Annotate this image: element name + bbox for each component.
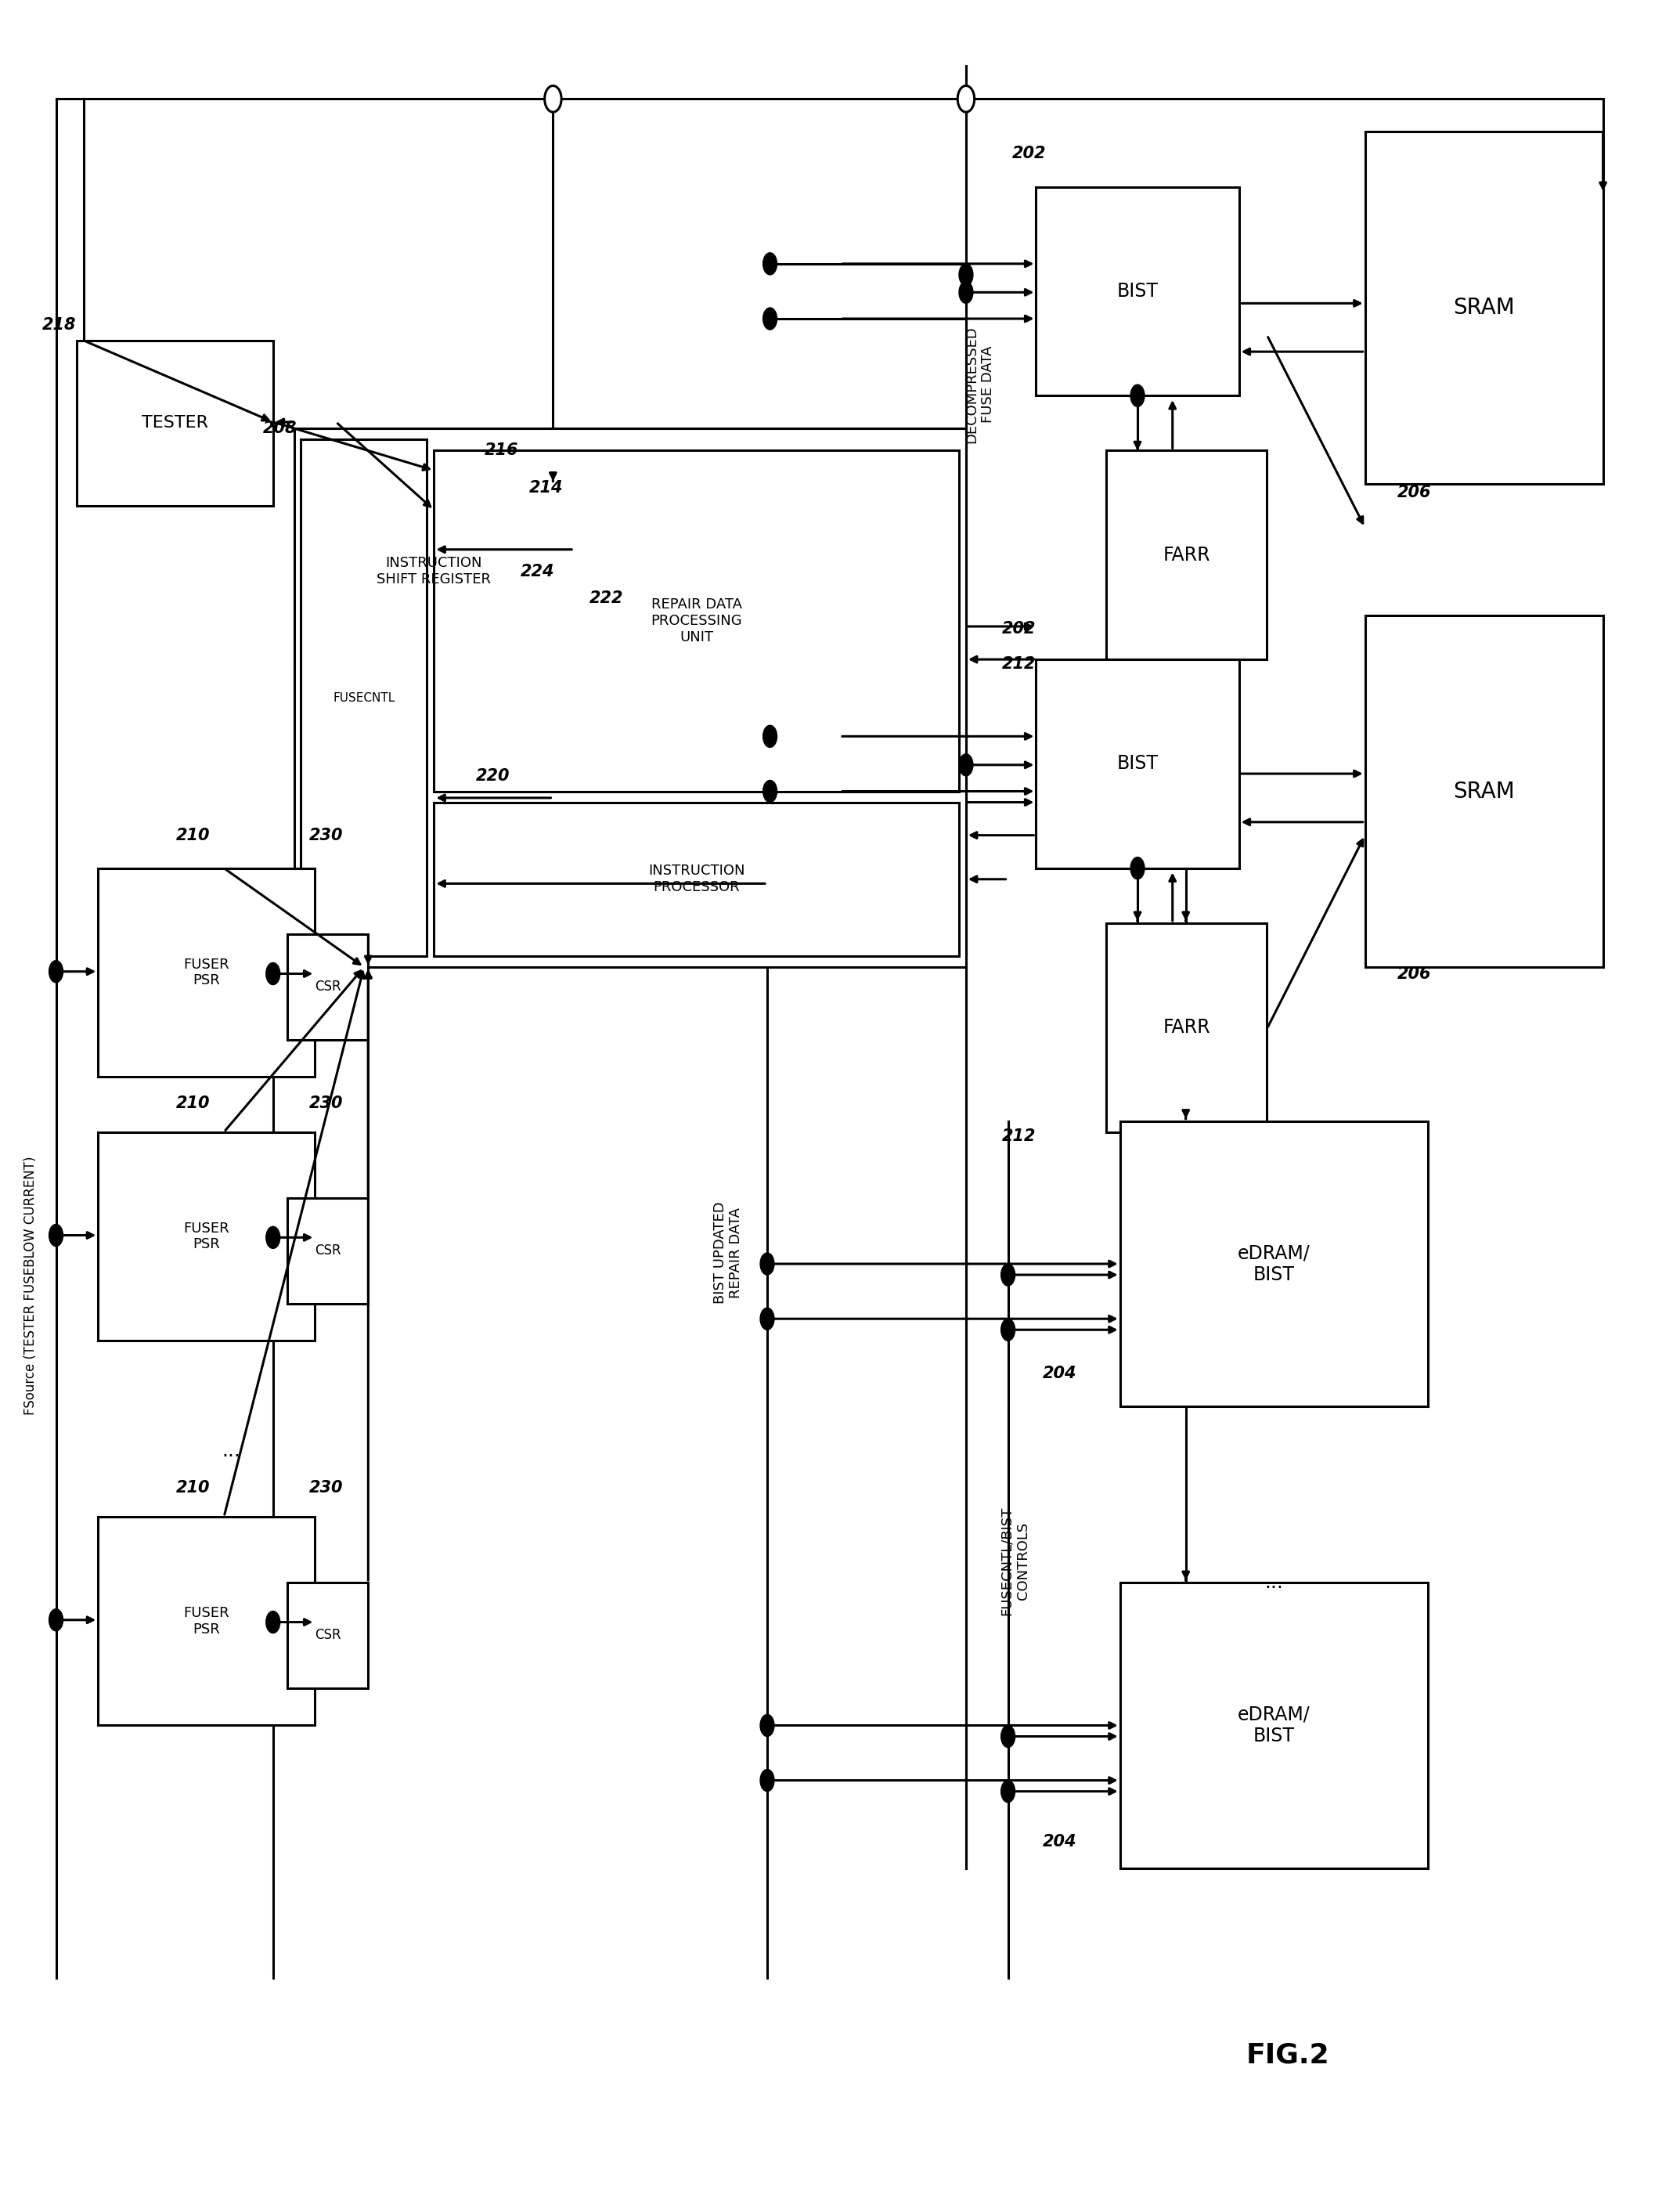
Text: REPAIR DATA
PROCESSING
UNIT: REPAIR DATA PROCESSING UNIT: [650, 598, 743, 644]
Bar: [433, 802, 959, 956]
Text: BIST: BIST: [1117, 281, 1158, 301]
Bar: [97, 868, 316, 1077]
Bar: [294, 429, 966, 967]
Text: 202: 202: [1003, 620, 1037, 637]
Circle shape: [1131, 857, 1144, 879]
Text: ...: ...: [1265, 1574, 1284, 1591]
Bar: [294, 484, 575, 659]
Text: 218: 218: [42, 317, 76, 334]
Text: 204: 204: [1043, 1365, 1077, 1383]
Text: BIST UPDATED
REPAIR DATA: BIST UPDATED REPAIR DATA: [712, 1202, 743, 1303]
Text: 206: 206: [1398, 484, 1431, 501]
Text: 212: 212: [1003, 1128, 1037, 1145]
Bar: [77, 341, 272, 506]
Circle shape: [265, 963, 281, 985]
Text: 210: 210: [176, 1479, 210, 1497]
Bar: [1366, 132, 1603, 484]
Circle shape: [1001, 1725, 1015, 1747]
Text: 230: 230: [309, 1095, 343, 1112]
Circle shape: [759, 1308, 774, 1330]
Circle shape: [265, 1226, 281, 1248]
Text: FUSER
PSR: FUSER PSR: [183, 1607, 230, 1635]
Text: FIG.2: FIG.2: [1247, 2042, 1331, 2068]
Text: FARR: FARR: [1163, 1018, 1210, 1037]
Bar: [287, 1198, 368, 1303]
Text: 204: 204: [1043, 1833, 1077, 1851]
Text: CSR: CSR: [314, 980, 341, 993]
Text: 210: 210: [176, 1095, 210, 1112]
Circle shape: [1001, 1780, 1015, 1802]
Text: 216: 216: [484, 442, 517, 459]
Text: INSTRUCTION
PROCESSOR: INSTRUCTION PROCESSOR: [648, 864, 744, 895]
Circle shape: [763, 780, 778, 802]
Text: FSource (TESTER FUSEBLOW CURRENT): FSource (TESTER FUSEBLOW CURRENT): [24, 1156, 39, 1416]
Circle shape: [759, 1253, 774, 1275]
Text: CSR: CSR: [314, 1244, 341, 1257]
Circle shape: [763, 253, 778, 275]
Bar: [1037, 187, 1240, 396]
Circle shape: [49, 961, 64, 983]
Bar: [1105, 923, 1267, 1132]
Text: SRAM: SRAM: [1453, 297, 1515, 319]
Text: FARR: FARR: [1163, 545, 1210, 565]
Text: FUSECNTL: FUSECNTL: [333, 692, 395, 703]
Text: 214: 214: [529, 479, 563, 497]
Bar: [97, 1517, 316, 1725]
Text: eDRAM/
BIST: eDRAM/ BIST: [1238, 1244, 1310, 1284]
Bar: [1366, 615, 1603, 967]
Bar: [1105, 451, 1267, 659]
Text: INSTRUCTION
SHIFT REGISTER: INSTRUCTION SHIFT REGISTER: [376, 556, 491, 587]
Circle shape: [759, 1714, 774, 1736]
Text: ...: ...: [222, 1442, 240, 1459]
Bar: [97, 1132, 316, 1341]
Bar: [433, 451, 959, 791]
Text: FUSER
PSR: FUSER PSR: [183, 1222, 230, 1251]
Text: eDRAM/
BIST: eDRAM/ BIST: [1238, 1706, 1310, 1745]
Text: 220: 220: [475, 767, 509, 785]
Text: SRAM: SRAM: [1453, 780, 1515, 802]
Text: 202: 202: [1011, 145, 1047, 163]
Circle shape: [265, 1611, 281, 1633]
Bar: [1121, 1121, 1428, 1407]
Bar: [1037, 659, 1240, 868]
Text: 212: 212: [1003, 655, 1037, 673]
Text: 224: 224: [521, 563, 554, 580]
Circle shape: [49, 1609, 64, 1631]
Circle shape: [763, 308, 778, 330]
Text: 206: 206: [1398, 965, 1431, 983]
Text: FUSECNTL/BIST
CONTROLS: FUSECNTL/BIST CONTROLS: [1000, 1506, 1030, 1616]
Circle shape: [959, 264, 973, 286]
Circle shape: [544, 86, 561, 112]
Circle shape: [1001, 1264, 1015, 1286]
Circle shape: [1131, 385, 1144, 407]
Text: BIST: BIST: [1117, 754, 1158, 774]
Text: TESTER: TESTER: [141, 415, 208, 431]
Bar: [287, 934, 368, 1040]
Text: 210: 210: [176, 826, 210, 844]
Text: DECOMPRESSED
FUSE DATA: DECOMPRESSED FUSE DATA: [964, 325, 995, 444]
Circle shape: [763, 725, 778, 747]
Text: CSR: CSR: [314, 1629, 341, 1642]
Text: 222: 222: [590, 589, 623, 607]
Bar: [287, 1583, 368, 1688]
Text: 208: 208: [264, 420, 297, 437]
Bar: [1121, 1583, 1428, 1868]
Circle shape: [958, 86, 974, 112]
Circle shape: [49, 1224, 64, 1246]
Text: 230: 230: [309, 1479, 343, 1497]
Circle shape: [959, 281, 973, 303]
Circle shape: [959, 754, 973, 776]
Circle shape: [759, 1769, 774, 1791]
Circle shape: [1001, 1319, 1015, 1341]
Text: 230: 230: [309, 826, 343, 844]
Text: FUSER
PSR: FUSER PSR: [183, 958, 230, 987]
Bar: [301, 440, 427, 956]
